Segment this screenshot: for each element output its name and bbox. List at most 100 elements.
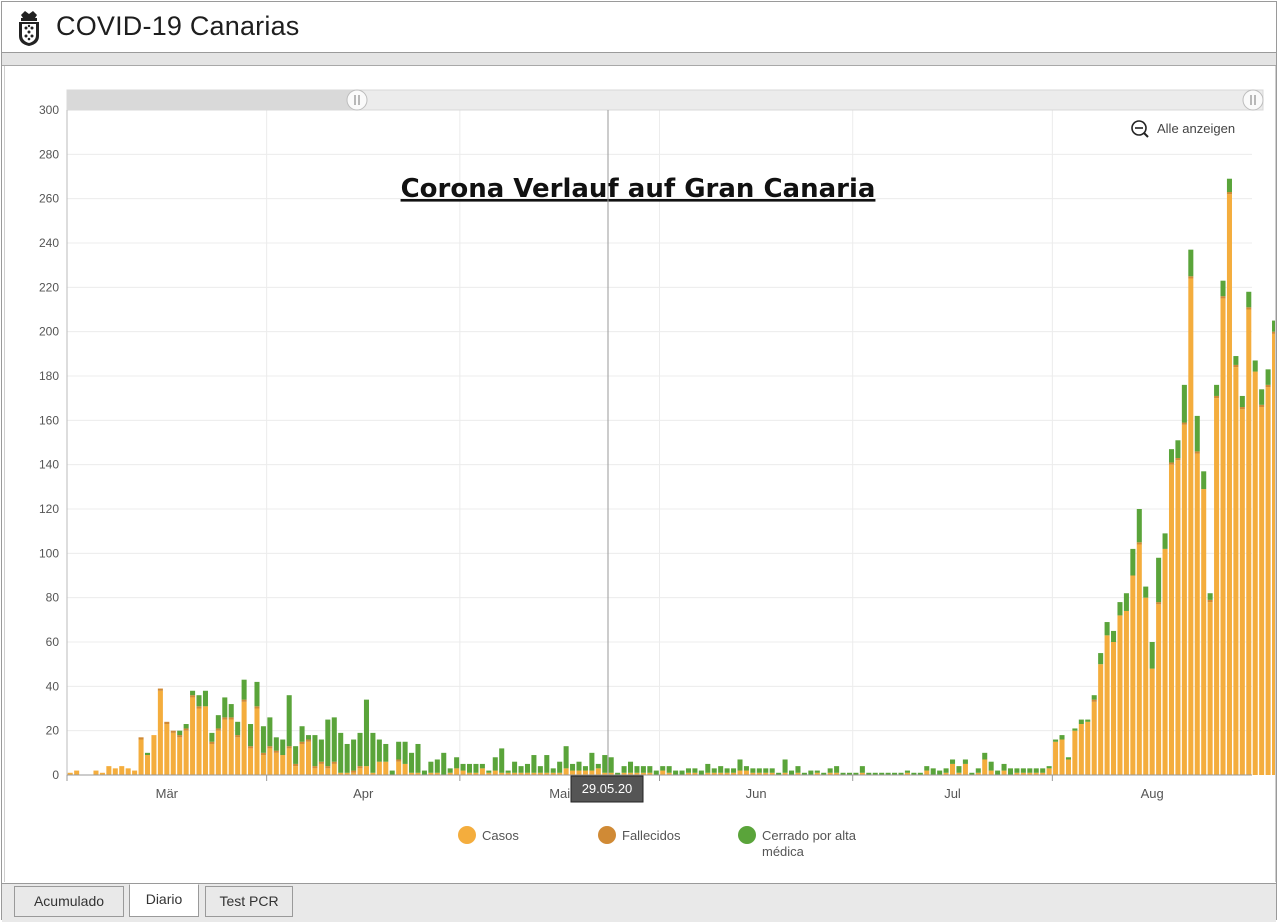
bar-cerrado <box>1188 249 1194 277</box>
bar-cerrado <box>1156 557 1162 603</box>
bar-cerrado <box>602 755 608 773</box>
bar-cerrado <box>1220 280 1226 297</box>
bar-cerrado <box>331 717 337 762</box>
y-tick-label: 0 <box>52 768 59 782</box>
bar-casos <box>795 772 801 775</box>
bar-casos <box>731 772 737 775</box>
app-title: COVID-19 Canarias <box>56 11 300 41</box>
bar-casos <box>608 772 614 775</box>
bar-casos <box>1020 772 1026 775</box>
bar-casos <box>988 770 994 775</box>
bar-cerrado <box>434 759 440 773</box>
bar-fallecidos <box>1214 395 1220 399</box>
bar-cerrado <box>1226 178 1232 193</box>
bar-casos <box>112 768 118 775</box>
bar-cerrado <box>756 768 762 773</box>
bar-cerrado <box>982 752 988 760</box>
bar-fallecidos <box>1265 384 1271 388</box>
bar-cerrado <box>1065 757 1071 760</box>
bar-fallecidos <box>357 766 363 769</box>
bar-fallecidos <box>331 761 337 764</box>
range-scrollbar[interactable] <box>66 89 1264 111</box>
x-tick-label: Mär <box>156 786 179 801</box>
bar-cerrado <box>1239 395 1245 408</box>
bar-fallecidos <box>1175 458 1181 461</box>
legend-item[interactable]: Fallecidos <box>598 826 681 844</box>
bar-casos <box>1252 371 1258 775</box>
legend-item[interactable]: Casos <box>458 826 519 844</box>
bar-cerrado <box>177 730 183 736</box>
bar-casos <box>1214 398 1220 775</box>
bar-casos <box>144 755 151 775</box>
bar-cerrado <box>666 766 672 773</box>
bar-casos <box>576 770 582 775</box>
bar-casos <box>769 772 775 775</box>
bar-cerrado <box>305 735 312 740</box>
bar-casos <box>434 772 440 775</box>
bar-casos <box>1027 772 1033 775</box>
bar-cerrado <box>892 772 898 775</box>
bar-casos <box>299 743 305 775</box>
scrollbar-right-grip[interactable] <box>1242 89 1264 111</box>
coat-of-arms-icon <box>19 11 39 46</box>
bar-casos <box>1053 741 1059 775</box>
bar-casos <box>228 719 234 775</box>
bar-casos <box>537 772 543 775</box>
bar-cerrado <box>595 763 601 769</box>
daily-cases-chart: 0 20 40 60 80 100 120 140 160 180 200 220 240 260 280 3… <box>39 89 1275 859</box>
bar-cerrado <box>692 768 698 773</box>
bar-cerrado <box>293 746 299 764</box>
bar-cerrado <box>415 743 421 773</box>
scrollbar-left-grip[interactable] <box>346 89 368 111</box>
scrollbar-selection[interactable] <box>67 90 357 110</box>
bar-casos <box>293 766 299 775</box>
bar-casos <box>119 766 125 775</box>
bar-cerrado <box>647 766 653 773</box>
bar-cerrado <box>801 772 807 775</box>
bar-casos <box>486 772 492 775</box>
bar-fallecidos <box>273 750 279 753</box>
show-all-button[interactable]: Alle anzeigen <box>1131 120 1235 138</box>
tab-acumulado[interactable]: Acumulado <box>14 886 124 917</box>
bar-casos <box>1194 453 1200 775</box>
bar-casos <box>106 766 112 775</box>
bar-casos <box>164 724 170 775</box>
bar-casos <box>834 772 840 775</box>
bar-casos <box>1104 635 1110 775</box>
tab-test-pcr[interactable]: Test PCR <box>205 886 293 917</box>
bar-cerrado <box>660 766 666 771</box>
bar-cerrado <box>827 768 833 773</box>
zoom-out-icon <box>1131 120 1147 136</box>
bar-cerrado <box>737 759 743 771</box>
bar-casos <box>505 772 511 775</box>
bar-cerrado <box>1085 719 1091 722</box>
tab-diario[interactable]: Diario <box>129 884 199 917</box>
bar-casos <box>273 752 279 775</box>
bar-fallecidos <box>164 721 170 725</box>
bar-cerrado <box>557 761 563 773</box>
bar-cerrado <box>1123 593 1129 611</box>
bar-casos <box>1239 409 1245 775</box>
bar-cerrado <box>988 761 994 771</box>
bar-casos <box>415 772 421 775</box>
bar-cerrado <box>570 763 576 771</box>
y-tick-label: 280 <box>39 147 59 161</box>
bar-casos <box>1091 701 1097 775</box>
bar-cerrado <box>1143 586 1149 598</box>
bar-casos <box>982 759 988 775</box>
bar-cerrado <box>273 737 279 751</box>
bar-casos <box>692 772 698 775</box>
x-tick-label: Jun <box>746 786 767 801</box>
bar-casos <box>950 763 956 775</box>
bar-casos <box>1181 424 1187 775</box>
bar-cerrado <box>924 766 930 771</box>
bar-casos <box>325 768 331 775</box>
bar-casos <box>1123 610 1129 775</box>
bar-cerrado <box>344 743 350 773</box>
bar-cerrado <box>499 748 505 773</box>
bar-cerrado <box>1020 768 1026 773</box>
legend-item[interactable]: Cerrado por alta médica <box>738 826 857 859</box>
bar-casos <box>975 772 981 775</box>
bar-casos <box>1059 739 1065 775</box>
bar-casos <box>524 772 530 775</box>
